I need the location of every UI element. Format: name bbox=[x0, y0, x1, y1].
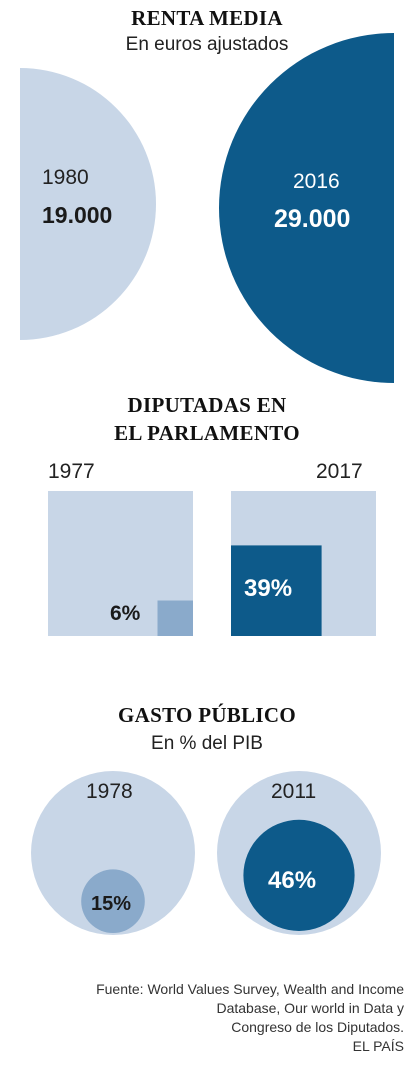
source-line-1: Fuente: World Values Survey, Wealth and … bbox=[96, 981, 404, 997]
gasto-2011-year: 2011 bbox=[271, 780, 317, 803]
gasto-1978-year: 1978 bbox=[86, 780, 133, 803]
renta-subtitle: En euros ajustados bbox=[125, 34, 289, 55]
diputadas-2017-inner-square bbox=[231, 545, 322, 636]
gasto-1978-value: 15% bbox=[91, 893, 132, 915]
gasto-subtitle: En % del PIB bbox=[151, 733, 263, 754]
diputadas-1977-value: 6% bbox=[110, 602, 141, 625]
gasto-title: GASTO PÚBLICO bbox=[118, 703, 296, 727]
diputadas-title-line2: EL PARLAMENTO bbox=[114, 421, 300, 445]
source-line-2: Database, Our world in Data y bbox=[216, 1000, 404, 1016]
diputadas-title-line1: DIPUTADAS EN bbox=[127, 393, 287, 417]
gasto-1978-inner-circle bbox=[81, 869, 145, 933]
renta-1980-value: 19.000 bbox=[42, 202, 113, 228]
diputadas-1977-year: 1977 bbox=[48, 460, 95, 483]
publisher-credit: EL PAÍS bbox=[352, 1038, 404, 1054]
diputadas-2017-value: 39% bbox=[244, 575, 293, 602]
renta-2016-year: 2016 bbox=[293, 170, 340, 193]
renta-title: RENTA MEDIA bbox=[131, 6, 283, 30]
renta-1980-half-circle bbox=[20, 68, 156, 340]
renta-1980-year: 1980 bbox=[42, 166, 89, 189]
diputadas-2017-year: 2017 bbox=[316, 460, 363, 483]
renta-2016-value: 29.000 bbox=[274, 205, 351, 233]
source-line-3: Congreso de los Diputados. bbox=[231, 1019, 404, 1035]
gasto-2011-value: 46% bbox=[268, 867, 317, 894]
gasto-1978-outer-circle bbox=[31, 771, 195, 935]
diputadas-1977-inner-square bbox=[157, 600, 193, 636]
gasto-2011-inner-circle bbox=[243, 819, 355, 932]
source-footer: Fuente: World Values Survey, Wealth and … bbox=[4, 980, 404, 1056]
renta-2016-half-circle bbox=[219, 33, 394, 383]
